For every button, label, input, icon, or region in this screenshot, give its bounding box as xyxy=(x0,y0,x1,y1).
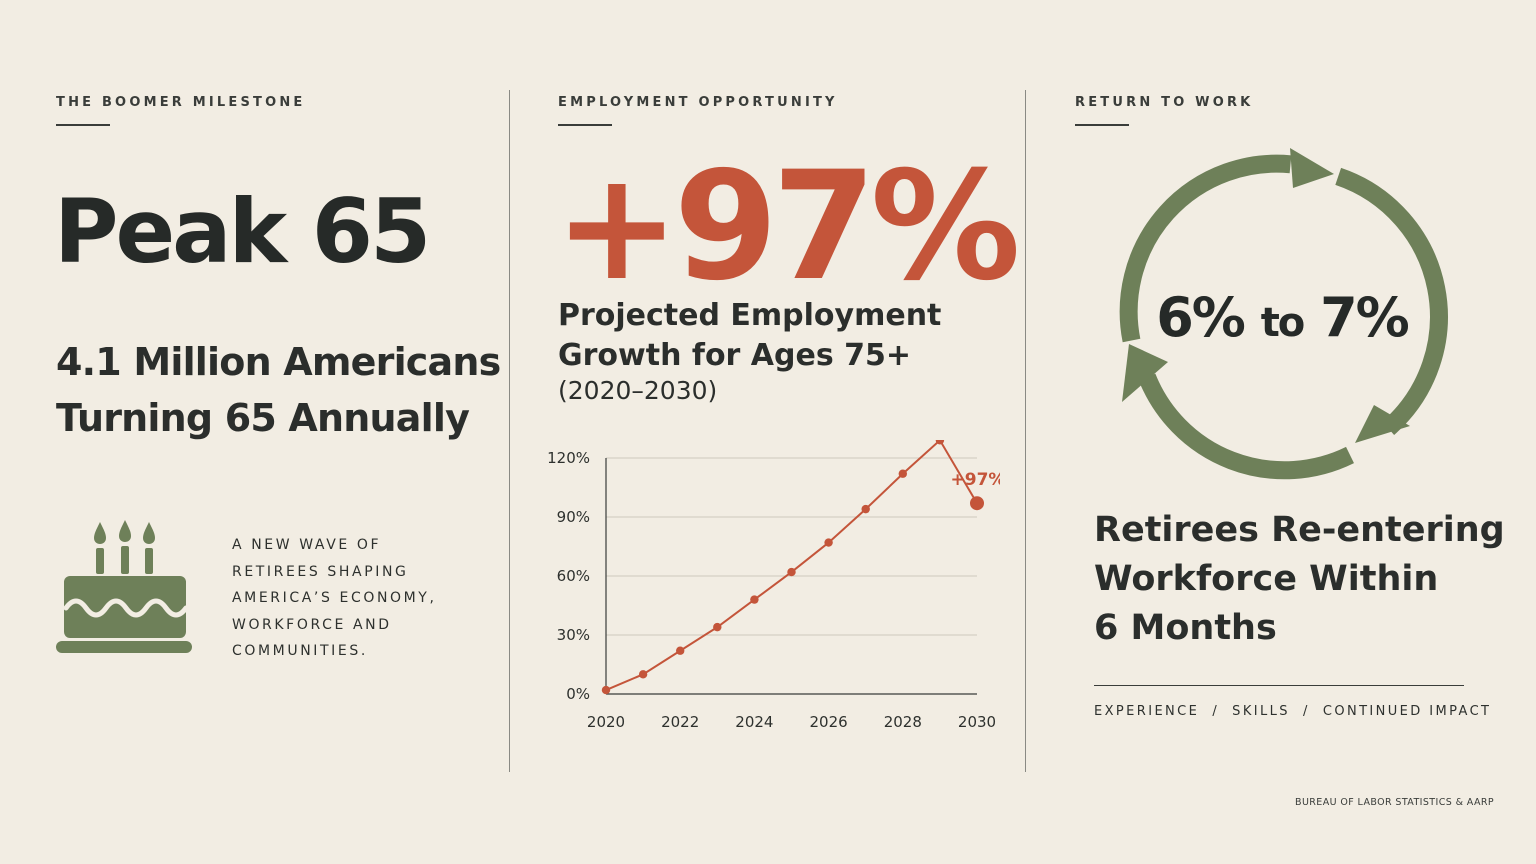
panel2-subheadline-line-2: Growth for Ages 75+ xyxy=(558,338,912,373)
chart-point xyxy=(750,595,759,604)
panel1-eyebrow: THE BOOMER MILESTONE xyxy=(56,95,306,110)
chart-x-tick-label: 2022 xyxy=(661,713,699,731)
chart-x-tick-label: 2030 xyxy=(958,713,996,731)
panel2-eyebrow: EMPLOYMENT OPPORTUNITY xyxy=(558,95,838,110)
panel1-eyebrow-rule xyxy=(56,124,110,126)
chart-y-tick-label: 0% xyxy=(566,685,590,703)
chart-point xyxy=(601,685,611,695)
chart-x-tick-label: 2020 xyxy=(587,713,625,731)
employment-growth-chart: 0% 30% 60% 90% 120% 2020 2022 2024 2026 2028 2030 +… xyxy=(547,440,1000,731)
panel3-subheadline-line-3: 6 Months xyxy=(1094,608,1277,648)
panel3-tags: EXPERIENCE / SKILLS / CONTINUED IMPACT xyxy=(1094,704,1492,719)
panel3-eyebrow: RETURN TO WORK xyxy=(1075,95,1254,110)
column-divider-2 xyxy=(1025,90,1026,772)
chart-y-tick-label: 90% xyxy=(557,508,590,526)
panel2-date-range: (2020–2030) xyxy=(558,376,718,405)
panel1-note-line-5: COMMUNITIES. xyxy=(232,643,368,659)
chart-point xyxy=(676,646,685,655)
panel3-headline-connector: to xyxy=(1260,300,1306,346)
panel3-tags-rule xyxy=(1094,685,1464,686)
panel2-eyebrow-rule xyxy=(558,124,612,126)
chart-y-tick-label: 30% xyxy=(557,626,590,644)
panel3-subheadline-line-2: Workforce Within xyxy=(1094,559,1439,599)
panel1-note-line-4: WORKFORCE AND xyxy=(232,616,392,633)
column-divider-1 xyxy=(509,90,510,772)
birthday-cake-icon xyxy=(56,520,192,653)
panel3-subheadline: Retirees Re-entering Workforce Within 6 … xyxy=(1094,506,1505,653)
panel3-headline-high: 7% xyxy=(1320,286,1410,349)
panel2-subheadline: Projected Employment Growth for Ages 75+ xyxy=(558,296,941,376)
chart-point xyxy=(935,440,945,445)
panel1-subheadline-line-1: 4.1 Million Americans xyxy=(56,340,501,384)
panel1-subheadline: 4.1 Million Americans Turning 65 Annuall… xyxy=(56,334,501,446)
chart-annotation-label: +97% xyxy=(951,470,1000,490)
panel1-note-line-1: A NEW WAVE OF xyxy=(232,537,382,553)
chart-series-line xyxy=(605,440,978,691)
panel3-headline-low: 6% xyxy=(1156,286,1246,349)
panel3-subheadline-line-1: Retirees Re-entering xyxy=(1094,510,1505,550)
chart-point xyxy=(824,538,833,547)
chart-x-tick-label: 2024 xyxy=(735,713,773,731)
chart-x-tick-label: 2028 xyxy=(884,713,922,731)
panel1-note-line-3: AMERICA’S ECONOMY, xyxy=(232,590,437,606)
chart-point xyxy=(898,469,907,478)
chart-point xyxy=(861,504,870,514)
source-credit: BUREAU OF LABOR STATISTICS & AARP xyxy=(1295,797,1494,808)
panel2-headline: +97% xyxy=(554,140,1021,314)
panel3-eyebrow-rule xyxy=(1075,124,1129,126)
chart-point xyxy=(970,496,984,511)
chart-x-tick-label: 2026 xyxy=(810,713,848,731)
cycle-arrows-icon xyxy=(1119,148,1448,480)
panel1-note-line-2: RETIREES SHAPING xyxy=(232,563,409,580)
panel1-headline: Peak 65 xyxy=(54,180,431,283)
panel2-subheadline-line-1: Projected Employment xyxy=(558,298,942,333)
chart-point xyxy=(713,622,722,632)
chart-point xyxy=(787,567,796,577)
chart-point xyxy=(638,670,648,679)
chart-y-tick-label: 120% xyxy=(547,449,590,467)
panel1-note: A NEW WAVE OF RETIREES SHAPING AMERICA’S… xyxy=(232,532,437,665)
panel1-subheadline-line-2: Turning 65 Annually xyxy=(56,396,470,440)
chart-y-tick-label: 60% xyxy=(557,567,590,585)
panel3-headline: 6% to 7% xyxy=(1120,286,1444,349)
